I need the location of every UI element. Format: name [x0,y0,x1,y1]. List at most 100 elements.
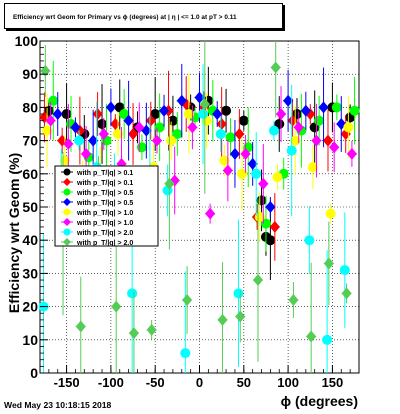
chart-title-box: Efficiency wrt Geom for Primary vs ϕ (de… [4,3,283,29]
data-point [48,95,59,106]
data-point [265,235,276,246]
data-point [307,162,318,173]
data-point [154,122,165,133]
legend-label: with p_T/|q| > 1.0 [76,220,133,227]
axes: -150 -100 -50 0 50 100 150 0 10 20 30 40 50 60 70 80 90 1… [15,33,360,390]
data-point [166,135,177,146]
data-point [167,115,178,126]
data-point [92,108,103,121]
legend-marker [63,198,71,206]
data-point [134,121,145,134]
data-point [81,147,92,160]
data-point [63,137,74,150]
x-axis-label: ϕ (degrees) [281,393,358,409]
data-point [238,115,249,126]
data-point [45,114,56,127]
x-tick-label: -50 [146,375,165,390]
legend-marker [63,208,71,216]
legend-marker [63,238,71,246]
data-point [290,135,301,146]
y-tick-label: 40 [22,232,38,248]
data-point [286,145,297,156]
data-point [105,101,116,114]
data-point [288,293,299,306]
legend-label: with p_T/|q| > 2.0 [76,240,133,247]
data-point [128,127,139,140]
data-point [346,147,357,160]
legend-marker [63,168,71,176]
data-point [269,220,280,233]
timestamp-footer: Wed May 23 10:18:15 2018 [4,400,112,410]
data-point [343,122,354,133]
data-point [75,320,86,333]
data-point [254,211,265,222]
data-point [205,207,216,220]
data-point [128,327,139,340]
data-point [70,121,81,134]
legend-label: with p_T/|q| > 2.0 [76,230,133,237]
data-point [176,94,187,107]
data-point [198,109,209,120]
y-tick-label: 70 [22,133,38,149]
data-point [229,147,240,160]
y-tick-label: 100 [15,33,39,49]
legend-label: with p_T/|q| > 0.5 [76,200,133,207]
data-point [325,208,336,219]
y-tick-label: 80 [22,99,38,115]
data-point [341,287,352,300]
data-point [311,134,322,147]
data-point [331,102,342,113]
data-point [42,125,53,136]
data-point [314,115,325,126]
legend-marker [63,188,71,196]
y-tick-label: 10 [22,332,38,348]
data-point [318,101,329,114]
data-point [225,132,236,143]
data-point [247,157,258,170]
data-point [270,61,281,74]
data-point [216,118,227,130]
data-point [52,108,63,121]
data-point [349,105,360,116]
data-point [112,128,123,139]
data-point [322,334,333,345]
data-point [97,119,108,129]
data-point [276,108,287,121]
x-tick-label: 0 [196,375,203,390]
y-axis-label: Efficiency wrt Geom (%) [6,153,22,313]
data-point [215,128,226,139]
data-point [221,105,232,116]
data-point [304,235,315,246]
data-point [111,300,122,313]
data-point [258,177,269,190]
data-point [256,195,267,206]
chart-title: Efficiency wrt Geom for Primary vs ϕ (de… [13,14,237,21]
data-point [123,114,134,127]
data-point [61,109,72,120]
data-point [237,168,248,179]
data-point [233,288,244,299]
legend-entry: with p_T/|q| > 1.0 [61,218,133,227]
data-point [268,125,279,136]
data-point [235,310,246,323]
legend-entry: with p_T/|q| > 0.5 [61,188,133,197]
legend-label: with p_T/|q| > 0.1 [76,180,133,187]
data-point [183,109,194,120]
x-tick-label: 50 [237,375,251,390]
data-point [59,155,70,166]
data-point [293,121,304,134]
data-point [159,104,170,117]
legend-label: with p_T/|q| > 0.5 [76,190,133,197]
x-tick-label: 100 [277,375,299,390]
y-tick-label: 50 [22,199,38,215]
legend-marker [63,218,71,226]
data-point [222,164,233,177]
legend-entry: with p_T/|q| > 2.0 [61,228,133,237]
series-4 [52,63,347,217]
data-point [300,104,311,117]
legend-entry: with p_T/|q| > 0.5 [61,198,133,207]
data-point [150,109,161,120]
data-point [73,135,84,146]
y-tick-label: 30 [22,265,38,281]
